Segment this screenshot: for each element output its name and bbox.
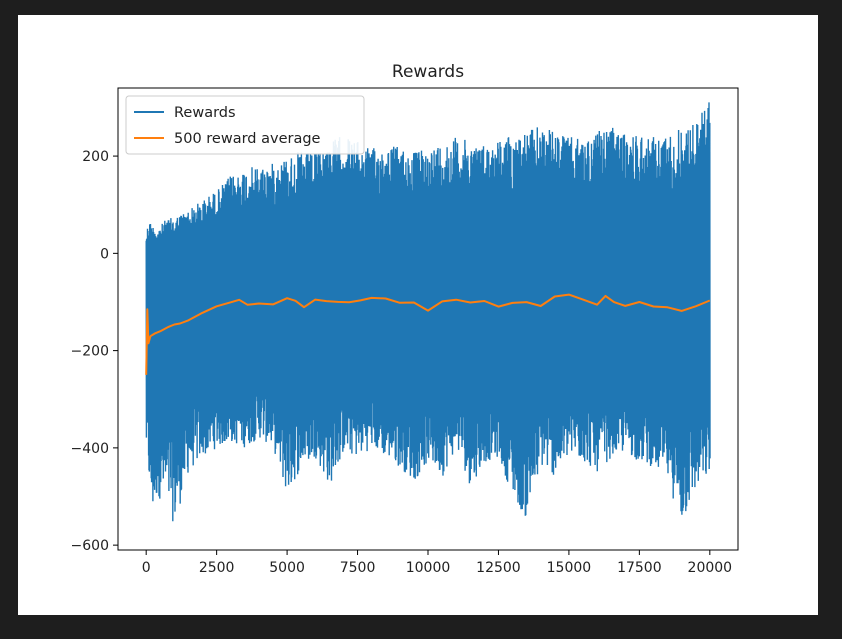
legend-box bbox=[125, 95, 365, 155]
chart-figure: Rewards 0 2500 5000 7500 10000 12500 15000 1750… bbox=[18, 15, 818, 615]
legend-label-average: 500 reward average bbox=[174, 131, 321, 147]
y-tick-label: −200 bbox=[71, 344, 109, 360]
chart-title: Rewards bbox=[392, 62, 464, 82]
x-tick-label: 2500 bbox=[199, 560, 235, 576]
x-tick-label: 7500 bbox=[340, 560, 376, 576]
series-line-average bbox=[145, 293, 711, 375]
series-line-rewards bbox=[145, 102, 711, 522]
y-tick-label: −600 bbox=[71, 538, 109, 554]
x-tick-label: 0 bbox=[142, 560, 151, 576]
x-tick-label: 10000 bbox=[406, 560, 451, 576]
x-tick-label: 15000 bbox=[547, 560, 592, 576]
y-tick-label: 0 bbox=[100, 246, 109, 262]
legend-label-rewards: Rewards bbox=[174, 105, 236, 121]
x-tick-label: 12500 bbox=[476, 560, 521, 576]
y-tick-label: −400 bbox=[71, 441, 109, 457]
x-tick-label: 20000 bbox=[688, 560, 733, 576]
y-tick-label: 200 bbox=[82, 149, 109, 165]
chart-svg: Rewards 0 2500 5000 7500 10000 12500 15000 1750… bbox=[71, 62, 739, 576]
x-tick-label: 17500 bbox=[617, 560, 662, 576]
legend: Rewards 500 reward average bbox=[125, 95, 365, 155]
x-tick-label: 5000 bbox=[269, 560, 305, 576]
